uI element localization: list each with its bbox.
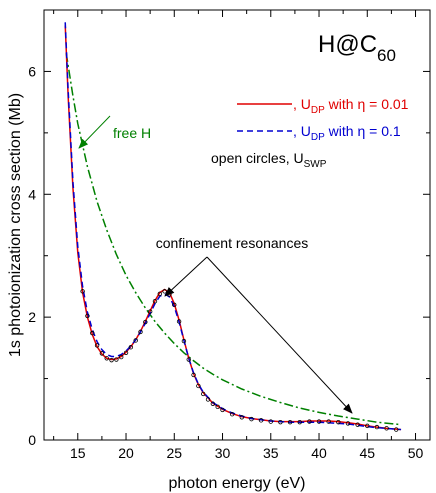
data-point [258, 418, 264, 423]
data-point [138, 329, 143, 335]
data-point [90, 330, 95, 336]
legend-label-subscript: DP [311, 132, 325, 143]
legend-label-prefix: open circles, U [211, 150, 304, 166]
legend-label: open circles, USWP [211, 150, 327, 170]
data-point [94, 343, 100, 348]
data-point [215, 404, 220, 410]
data-point [239, 415, 245, 420]
data-point [365, 423, 370, 429]
data-point [133, 338, 138, 343]
y-tick-label: 6 [28, 63, 36, 79]
data-point [316, 419, 322, 424]
data-point [104, 356, 109, 361]
data-point [152, 298, 158, 304]
x-tick-label: 30 [215, 445, 231, 461]
y-tick-label: 4 [28, 186, 36, 202]
data-point [109, 357, 114, 363]
data-point [80, 289, 85, 294]
data-point [191, 372, 196, 378]
data-point [176, 319, 182, 324]
axis-ticks [44, 9, 430, 441]
data-point [147, 309, 153, 314]
annotation-confinement: confinement resonances [156, 235, 353, 414]
data-point [229, 412, 235, 417]
x-tick-label: 20 [118, 445, 134, 461]
data-point [196, 383, 201, 389]
data-point [118, 354, 124, 360]
x-tick-label: 50 [408, 445, 424, 461]
data-point [268, 419, 273, 424]
legend-label-suffix: with η = 0.1 [325, 123, 401, 139]
legend-label-prefix: , U [293, 96, 311, 112]
data-point [210, 401, 216, 406]
data-point [99, 351, 105, 356]
data-point [172, 302, 177, 308]
plot-frame [43, 9, 431, 441]
x-tick-label: 15 [70, 445, 86, 461]
axis-tick-labels: 15 20 25 30 35 40 45 50 0 2 4 6 [28, 63, 423, 461]
data-point [374, 424, 380, 430]
series-line-free-h [65, 52, 402, 426]
x-tick-label: 35 [263, 445, 279, 461]
legend: , UDP with η = 0.01, UDP with η = 0.1ope… [211, 96, 409, 170]
data-point [220, 407, 225, 413]
data-point [186, 357, 191, 362]
x-tick-label: 25 [166, 445, 182, 461]
data-point [345, 421, 351, 426]
x-tick-label: 45 [359, 445, 375, 461]
data-point [128, 345, 134, 350]
legend-label-subscript: DP [311, 105, 325, 116]
data-point [287, 419, 293, 425]
data-point [336, 419, 341, 425]
data-point [114, 357, 119, 362]
data-point [326, 419, 331, 424]
plot-area [64, 22, 402, 432]
data-point [85, 313, 90, 319]
annotation-arrow-left [164, 256, 208, 297]
annotation-arrow-right [206, 256, 353, 414]
data-point [394, 427, 399, 432]
x-axis-title: photon energy (eV) [169, 475, 306, 492]
chart-title: H@C60 [318, 31, 396, 65]
annotation-free-h: free H [78, 115, 151, 149]
legend-label: , UDP with η = 0.01 [293, 96, 409, 116]
series-u-swp [80, 289, 399, 432]
chart-title-main: H@C [318, 31, 377, 58]
y-axis-title: 1s photoionization cross section (Mb) [7, 93, 24, 357]
data-point [181, 338, 187, 344]
data-point [355, 422, 360, 427]
data-point [249, 416, 254, 422]
chart-title-sub: 60 [377, 46, 396, 65]
y-tick-label: 2 [28, 309, 36, 325]
legend-label: , UDP with η = 0.1 [293, 123, 401, 143]
series-layer [64, 22, 402, 432]
annotation-free-h-arrow [78, 115, 111, 149]
series-line-u-dp-with-0-1 [64, 22, 402, 431]
data-point [143, 319, 148, 325]
data-point [123, 350, 129, 355]
x-tick-label: 40 [311, 445, 327, 461]
legend-label-subscript: SWP [304, 159, 327, 170]
data-point [384, 426, 389, 431]
data-point [297, 419, 302, 425]
data-point [278, 419, 283, 425]
legend-label-prefix: , U [293, 123, 311, 139]
data-point [157, 291, 162, 296]
annotation-free-h-label: free H [113, 125, 151, 141]
data-point [201, 391, 206, 397]
legend-label-suffix: with η = 0.01 [325, 96, 409, 112]
data-point [307, 419, 312, 424]
data-point [205, 397, 211, 402]
annotation-confinement-label: confinement resonances [156, 235, 309, 251]
series-line-u-dp-with-0-01 [64, 25, 402, 431]
y-tick-label: 0 [28, 432, 36, 448]
